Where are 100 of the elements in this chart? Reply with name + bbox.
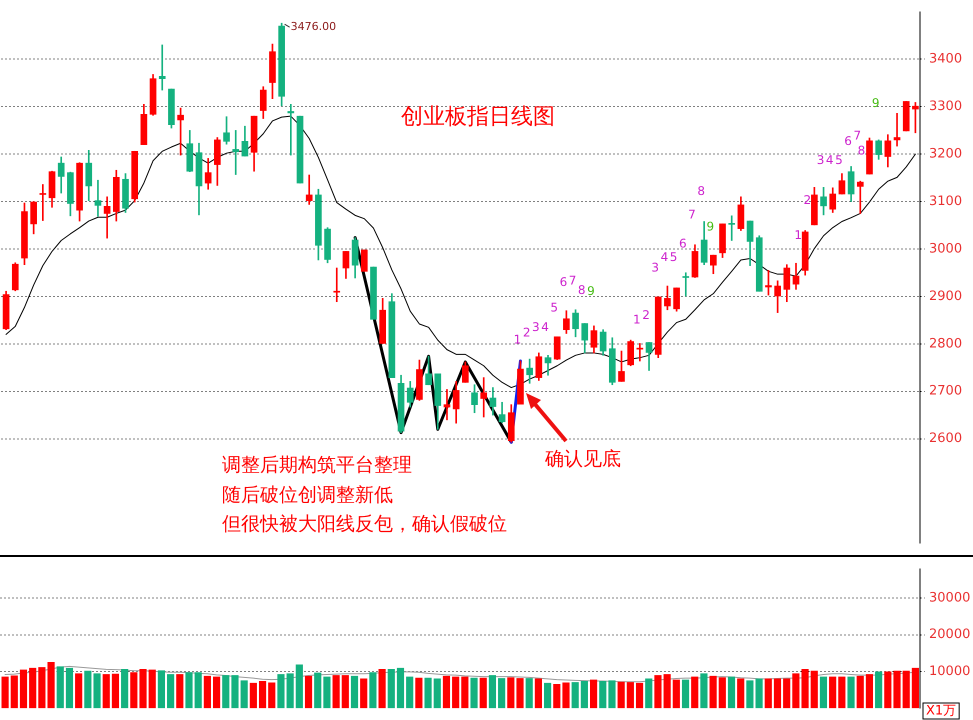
bar xyxy=(240,680,248,708)
bar xyxy=(2,676,9,708)
bar xyxy=(268,682,276,708)
bar xyxy=(856,676,864,708)
bar xyxy=(415,678,422,708)
bar xyxy=(56,666,64,708)
annotation: 2 xyxy=(522,326,530,340)
annotation: 7 xyxy=(853,128,862,143)
bar xyxy=(194,672,202,708)
annotation: 3 xyxy=(651,260,660,275)
bar xyxy=(783,678,790,708)
y-tick-label: 3100 xyxy=(929,194,962,209)
bar xyxy=(498,678,506,708)
bar xyxy=(599,681,606,708)
bar xyxy=(332,675,340,708)
bar xyxy=(470,678,478,708)
annotation: 4 xyxy=(541,320,549,334)
bar xyxy=(829,676,836,708)
y-tick-label: 3000 xyxy=(929,241,962,256)
bar xyxy=(700,673,708,708)
y-tick-label: 10000 xyxy=(929,664,970,679)
bar xyxy=(764,678,772,708)
bar xyxy=(664,674,671,708)
bar xyxy=(728,676,736,708)
annotation: 5 xyxy=(550,300,558,314)
bar xyxy=(562,682,570,708)
bar xyxy=(93,673,101,708)
bar xyxy=(434,678,441,708)
bar xyxy=(204,676,211,708)
bar xyxy=(672,680,680,708)
bar xyxy=(75,673,82,708)
bar xyxy=(618,682,625,708)
bar xyxy=(406,676,414,708)
bar xyxy=(572,682,579,708)
annotation: 4 xyxy=(660,250,668,264)
bar xyxy=(902,670,910,708)
bar xyxy=(774,678,782,708)
bar xyxy=(212,676,220,708)
bar xyxy=(314,672,322,708)
bar xyxy=(718,677,726,708)
text: 创业板指日线图 xyxy=(401,104,555,130)
y-tick-label: 30000 xyxy=(929,590,970,606)
bar xyxy=(378,668,386,708)
bar xyxy=(121,668,128,708)
annotation: 8 xyxy=(578,282,586,297)
bar xyxy=(29,668,36,708)
annotation: 5 xyxy=(670,250,678,264)
bar xyxy=(277,674,285,708)
bar xyxy=(148,670,156,708)
bar xyxy=(866,674,874,708)
bar xyxy=(84,670,92,708)
candlestick xyxy=(360,250,368,272)
annotation: 5 xyxy=(835,152,843,167)
annotation: 6 xyxy=(560,274,568,289)
bar xyxy=(636,682,644,708)
annotation: 1 xyxy=(514,332,522,346)
bar xyxy=(912,668,919,708)
bar xyxy=(553,684,560,708)
bar xyxy=(682,680,690,708)
bar xyxy=(810,670,818,708)
y-tick-label: 2600 xyxy=(929,431,962,446)
bar xyxy=(654,675,662,708)
bar xyxy=(323,676,331,708)
annotation: 9 xyxy=(872,96,880,110)
candlestick xyxy=(370,266,377,320)
bar xyxy=(20,670,28,708)
bar xyxy=(452,676,460,708)
bar xyxy=(507,677,514,708)
annotation: 调整后期构筑平台整理 xyxy=(222,454,412,476)
annotation: 8 xyxy=(858,143,866,158)
bar xyxy=(442,676,450,708)
bar xyxy=(847,676,855,708)
candlestick xyxy=(682,272,690,296)
bar xyxy=(580,681,588,708)
annotation: 但很快被大阳线反包，确认假破位 xyxy=(222,512,507,535)
bar xyxy=(360,678,368,708)
bar xyxy=(461,676,468,708)
bar xyxy=(396,668,404,708)
annotation: 3 xyxy=(816,152,824,167)
bar xyxy=(516,678,524,708)
bar xyxy=(10,676,18,708)
bar xyxy=(691,676,698,708)
bar xyxy=(102,674,110,708)
bar xyxy=(66,668,74,708)
bar xyxy=(626,682,634,708)
bar xyxy=(388,668,395,708)
bar xyxy=(286,673,294,708)
bar xyxy=(304,676,312,708)
bar xyxy=(185,672,193,708)
bar xyxy=(544,682,552,708)
bar xyxy=(167,674,174,708)
candlestick xyxy=(902,101,910,132)
bar xyxy=(258,681,266,708)
bar xyxy=(158,670,165,708)
y-tick-label: 2900 xyxy=(929,288,962,304)
bar xyxy=(176,674,184,708)
bar xyxy=(130,672,138,708)
bar xyxy=(756,678,763,708)
candlestick xyxy=(296,116,304,184)
annotation: 3 xyxy=(532,320,540,334)
